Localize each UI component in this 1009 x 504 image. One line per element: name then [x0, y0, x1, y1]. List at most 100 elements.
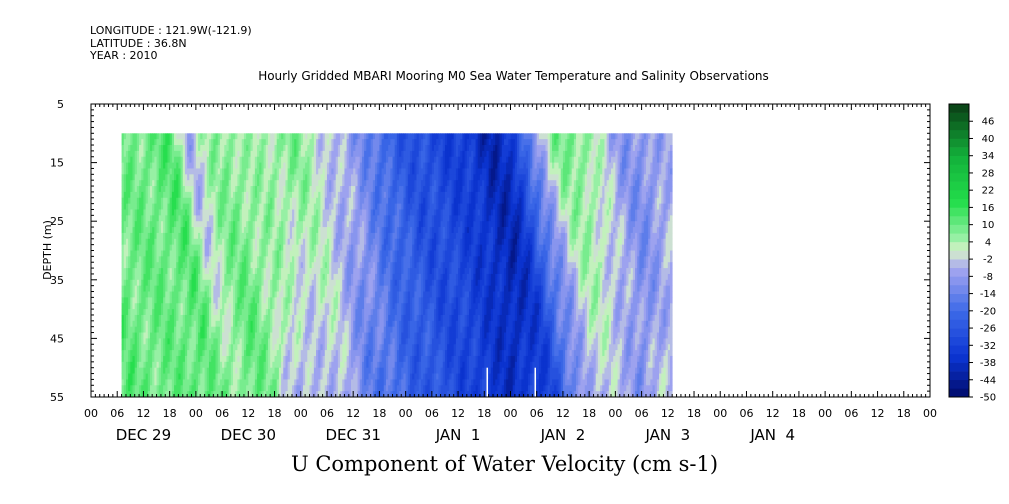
heatmap-cell — [228, 320, 232, 328]
heatmap-cell — [228, 314, 232, 322]
heatmap-cell — [156, 379, 160, 386]
heatmap-cell — [136, 244, 140, 251]
heatmap-cell — [217, 180, 221, 187]
heatmap-cell — [163, 139, 166, 146]
heatmap-cell — [169, 145, 173, 152]
heatmap-cell — [246, 221, 249, 228]
heatmap-cell — [289, 191, 293, 199]
heatmap-cell — [276, 232, 280, 240]
heatmap-cell — [333, 215, 337, 222]
heatmap-cell — [163, 256, 166, 263]
heatmap-cell — [202, 332, 206, 339]
heatmap-cell — [228, 373, 232, 380]
heatmap-cell — [294, 203, 297, 210]
heatmap-cell — [340, 391, 343, 398]
heatmap-cell — [335, 238, 339, 246]
heatmap-cell — [254, 133, 258, 140]
heatmap-cell — [241, 180, 245, 187]
heatmap-cell — [257, 262, 260, 269]
heatmap-cell — [289, 262, 293, 269]
heatmap-cell — [292, 361, 295, 369]
heatmap-cell — [311, 156, 315, 163]
heatmap-cell — [178, 227, 181, 234]
heatmap-cell — [320, 232, 323, 240]
heatmap-cell — [152, 355, 155, 363]
heatmap-cell — [222, 379, 225, 386]
heatmap-cell — [298, 203, 302, 210]
heatmap-cell — [206, 314, 210, 322]
heatmap-cell — [224, 391, 227, 398]
heatmap-cell — [248, 197, 251, 205]
heatmap-cell — [298, 391, 302, 398]
heatmap-cell — [335, 232, 339, 240]
heatmap-cell — [143, 291, 147, 298]
heatmap-cell — [333, 238, 337, 246]
heatmap-cell — [206, 174, 210, 181]
heatmap-cell — [167, 227, 171, 234]
heatmap-cell — [287, 232, 291, 240]
heatmap-cell — [333, 268, 337, 275]
heatmap-cell — [267, 279, 271, 287]
heatmap-cell — [257, 215, 260, 222]
heatmap-cell — [200, 238, 203, 246]
heatmap-cell — [230, 215, 234, 222]
heatmap-cell — [307, 373, 310, 380]
heatmap-cell — [261, 303, 264, 310]
heatmap-cell — [241, 291, 245, 298]
heatmap-cell — [263, 273, 267, 281]
heatmap-cell — [355, 162, 358, 169]
heatmap-cell — [184, 314, 188, 322]
heatmap-cell — [174, 268, 177, 275]
heatmap-cell — [230, 297, 234, 304]
heatmap-cell — [123, 227, 127, 234]
heatmap-cell — [355, 133, 358, 140]
heatmap-cell — [355, 326, 358, 333]
heatmap-cell — [226, 279, 230, 287]
heatmap-cell — [351, 221, 354, 228]
heatmap-cell — [176, 186, 179, 193]
heatmap-cell — [204, 273, 208, 281]
heatmap-cell — [213, 250, 216, 257]
heatmap-cell — [265, 355, 269, 363]
heatmap-cell — [300, 262, 304, 269]
heatmap-cell — [191, 297, 195, 304]
heatmap-cell — [200, 186, 203, 193]
heatmap-cell — [224, 262, 227, 269]
heatmap-cell — [141, 244, 144, 251]
heatmap-cell — [165, 379, 168, 386]
heatmap-cell — [202, 279, 206, 287]
heatmap-cell — [281, 361, 284, 369]
heatmap-cell — [246, 174, 249, 181]
heatmap-cell — [222, 221, 225, 228]
heatmap-cell — [326, 209, 330, 216]
heatmap-cell — [311, 133, 315, 140]
heatmap-cell — [211, 209, 214, 216]
heatmap-cell — [309, 320, 313, 328]
heatmap-cell — [165, 174, 168, 181]
heatmap-cell — [143, 385, 147, 392]
heatmap-cell — [265, 291, 269, 298]
heatmap-cell — [149, 232, 153, 240]
heatmap-cell — [219, 355, 223, 363]
heatmap-cell — [246, 197, 249, 205]
heatmap-cell — [228, 250, 232, 257]
heatmap-cell — [309, 309, 313, 316]
heatmap-cell — [163, 145, 166, 152]
heatmap-cell — [337, 186, 341, 193]
heatmap-cell — [324, 209, 328, 216]
heatmap-cell — [276, 133, 280, 140]
heatmap-cell — [324, 232, 328, 240]
heatmap-cell — [355, 350, 358, 357]
heatmap-cell — [351, 232, 354, 240]
heatmap-cell — [353, 186, 356, 193]
heatmap-cell — [287, 180, 291, 187]
heatmap-cell — [324, 238, 328, 246]
heatmap-cell — [228, 273, 232, 281]
heatmap-cell — [182, 373, 186, 380]
heatmap-cell — [198, 244, 201, 251]
heatmap-cell — [154, 262, 157, 269]
heatmap-cell — [302, 385, 306, 392]
heatmap-cell — [222, 215, 225, 222]
heatmap-cell — [198, 162, 201, 169]
heatmap-cell — [237, 355, 240, 363]
